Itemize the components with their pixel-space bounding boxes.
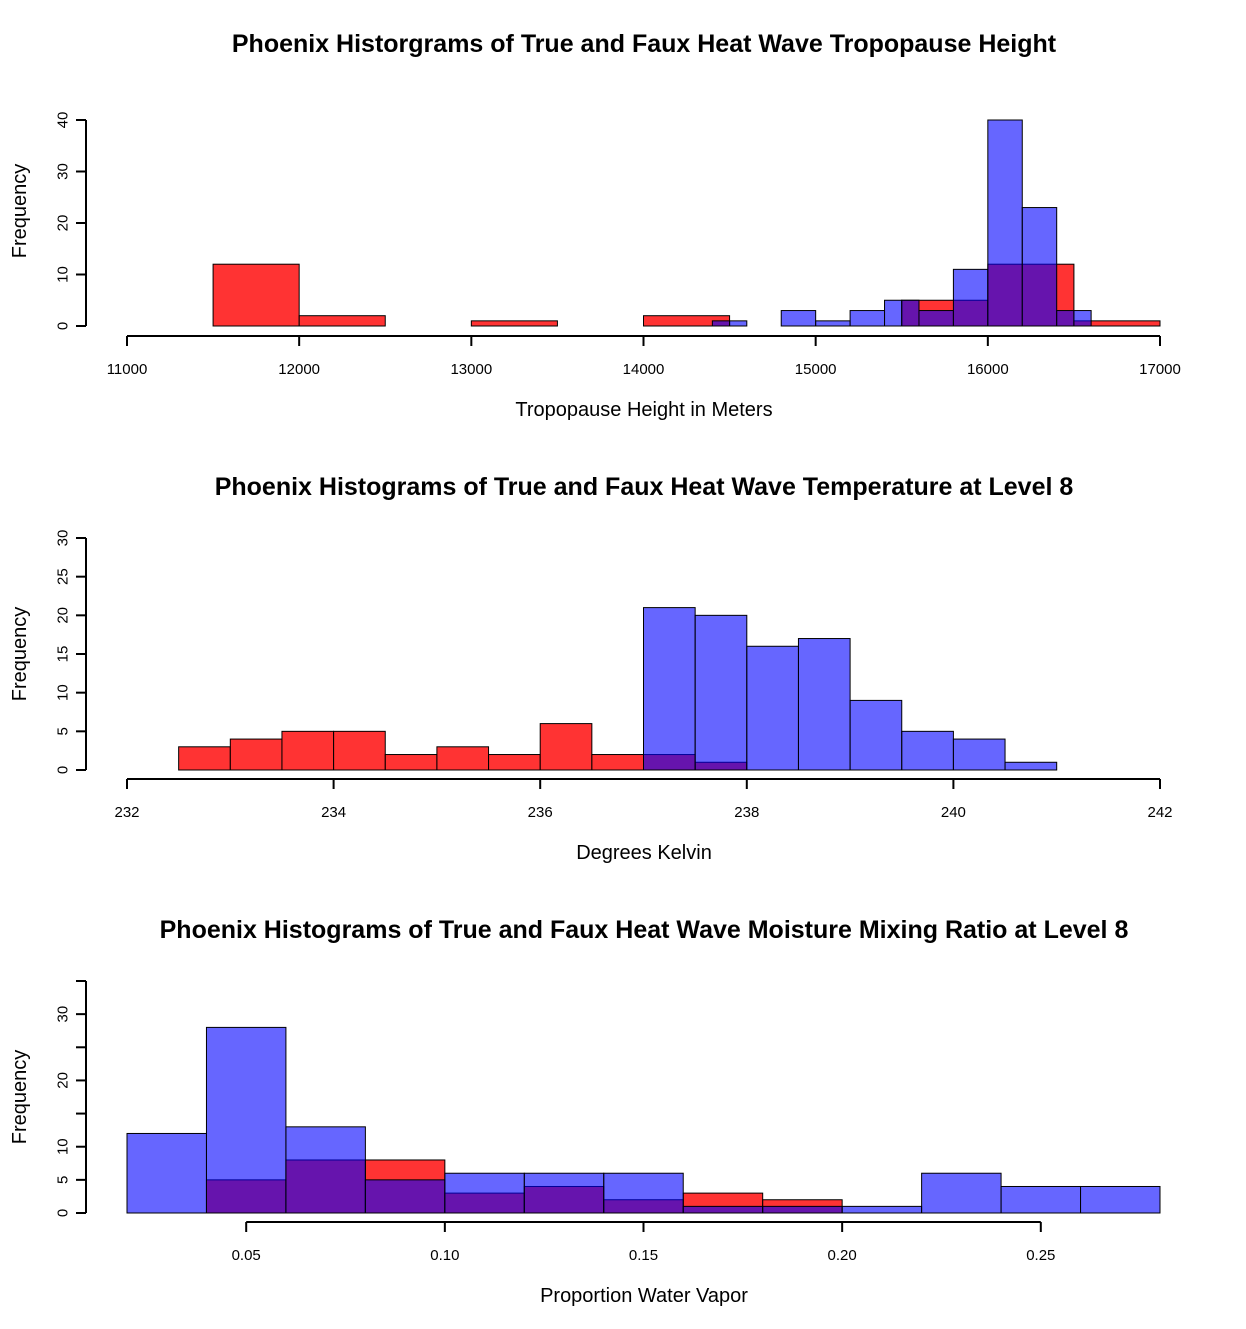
blue-bar-7 xyxy=(901,299,920,327)
blue-bar-12 xyxy=(1056,310,1075,327)
red-bar-8 xyxy=(539,723,593,771)
y-tick-label: 30 xyxy=(55,530,72,547)
x-tick-label: 11000 xyxy=(107,361,148,378)
x-tick-label: 236 xyxy=(528,804,553,821)
chart-title: Phoenix Histograms of True and Faux Heat… xyxy=(215,473,1074,501)
blue-bar-6 xyxy=(901,730,954,771)
blue-bar-8 xyxy=(1004,761,1058,771)
x-tick-label: 0.25 xyxy=(1026,1247,1055,1264)
red-bar-3 xyxy=(470,320,558,327)
blue-bar-3 xyxy=(780,310,817,327)
x-tick-label: 14000 xyxy=(623,361,665,378)
chart-panel-1: 11000 12000 13000 14000 15000 16000 17000 0 10 20… xyxy=(9,30,1181,421)
red-bar-9 xyxy=(591,754,644,771)
y-tick-label: 20 xyxy=(55,1072,72,1089)
blue-bar-9 xyxy=(762,1205,843,1214)
x-tick-label: 238 xyxy=(734,804,759,821)
blue-bar-5 xyxy=(849,699,903,771)
x-tick-label: 15000 xyxy=(795,361,837,378)
y-axis-label: Frequency xyxy=(9,1050,31,1145)
x-axis-label: Tropopause Height in Meters xyxy=(515,399,772,421)
x-tick-label: 240 xyxy=(941,804,966,821)
blue-bar-12 xyxy=(1000,1185,1082,1214)
y-tick-label: 25 xyxy=(55,568,72,585)
red-bar-2 xyxy=(298,315,386,327)
x-axis-label: Proportion Water Vapor xyxy=(540,1285,748,1307)
blue-bar-8 xyxy=(682,1205,764,1214)
y-axis-label: Frequency xyxy=(9,164,31,259)
x-tick-label: 242 xyxy=(1147,804,1172,821)
blue-bar-6 xyxy=(523,1172,605,1214)
blue-bar-6 xyxy=(884,299,903,327)
blue-bar-3 xyxy=(746,645,799,771)
y-tick-label: 10 xyxy=(55,266,72,283)
x-tick-label: 17000 xyxy=(1139,361,1181,378)
y-tick-label: 20 xyxy=(55,215,72,232)
red-bar-6 xyxy=(436,746,490,771)
chart-title: Phoenix Histograms of True and Faux Heat… xyxy=(160,916,1129,944)
blue-bar-7 xyxy=(603,1172,684,1214)
y-tick-label: 10 xyxy=(55,1138,72,1155)
blue-bar-1 xyxy=(126,1132,207,1214)
red-bar-3 xyxy=(281,730,335,771)
x-axis-label: Degrees Kelvin xyxy=(576,842,712,864)
blue-bar-8 xyxy=(918,310,954,327)
blue-bar-2 xyxy=(694,614,748,771)
chart-panel-3: 0.05 0.10 0.15 0.20 0.25 0 5 10 20 30 Phoenix Hist… xyxy=(9,916,1161,1307)
red-bar-4 xyxy=(333,730,386,771)
blue-bar-11 xyxy=(1021,207,1058,327)
blue-bar-11 xyxy=(921,1172,1002,1214)
blue-bar-7 xyxy=(952,738,1006,771)
blue-bar-2 xyxy=(205,1026,287,1214)
blue-bar-5 xyxy=(849,310,886,327)
y-tick-label: 40 xyxy=(55,112,72,129)
x-tick-label: 0.10 xyxy=(430,1247,459,1264)
y-tick-label: 10 xyxy=(55,684,72,701)
y-tick-label: 0 xyxy=(55,1209,72,1217)
blue-bar-4 xyxy=(364,1179,446,1214)
x-tick-label: 232 xyxy=(114,804,139,821)
y-tick-label: 20 xyxy=(55,607,72,624)
y-tick-label: 30 xyxy=(55,1006,72,1023)
y-tick-label: 15 xyxy=(55,646,72,663)
blue-bar-10 xyxy=(841,1205,923,1214)
y-tick-label: 5 xyxy=(55,727,72,735)
x-tick-label: 13000 xyxy=(450,361,492,378)
y-tick-label: 30 xyxy=(55,163,72,180)
red-bar-1 xyxy=(178,746,231,771)
blue-bar-9 xyxy=(952,268,989,327)
red-bar-7 xyxy=(488,754,541,771)
blue-bar-10 xyxy=(987,119,1023,327)
chart-panel-2: 232 234 236 238 240 242 0 5 10 15 20 25 30 Phoenix Hi… xyxy=(9,473,1173,864)
red-bar-1 xyxy=(212,263,300,327)
x-tick-label: 12000 xyxy=(278,361,320,378)
x-tick-label: 0.15 xyxy=(629,1247,658,1264)
y-axis-label: Frequency xyxy=(9,607,31,702)
blue-bar-2 xyxy=(729,320,748,327)
blue-bar-13 xyxy=(1080,1185,1161,1214)
blue-bar-5 xyxy=(444,1172,525,1214)
y-tick-label: 0 xyxy=(55,322,72,330)
x-tick-label: 0.05 xyxy=(232,1247,261,1264)
blue-bar-1 xyxy=(711,320,731,327)
red-bar-2 xyxy=(229,738,283,771)
x-tick-label: 16000 xyxy=(967,361,1009,378)
blue-bar-4 xyxy=(815,320,851,327)
y-tick-label: 0 xyxy=(55,766,72,774)
y-tick-label: 5 xyxy=(55,1176,72,1184)
red-bar-5 xyxy=(384,754,438,771)
blue-bar-1 xyxy=(643,607,696,771)
chart-title: Phoenix Historgrams of True and Faux Hea… xyxy=(232,30,1057,58)
x-tick-label: 234 xyxy=(321,804,346,821)
x-tick-label: 0.20 xyxy=(828,1247,857,1264)
blue-bar-13 xyxy=(1073,310,1092,327)
blue-bar-3 xyxy=(285,1126,366,1214)
blue-bar-4 xyxy=(797,638,851,771)
